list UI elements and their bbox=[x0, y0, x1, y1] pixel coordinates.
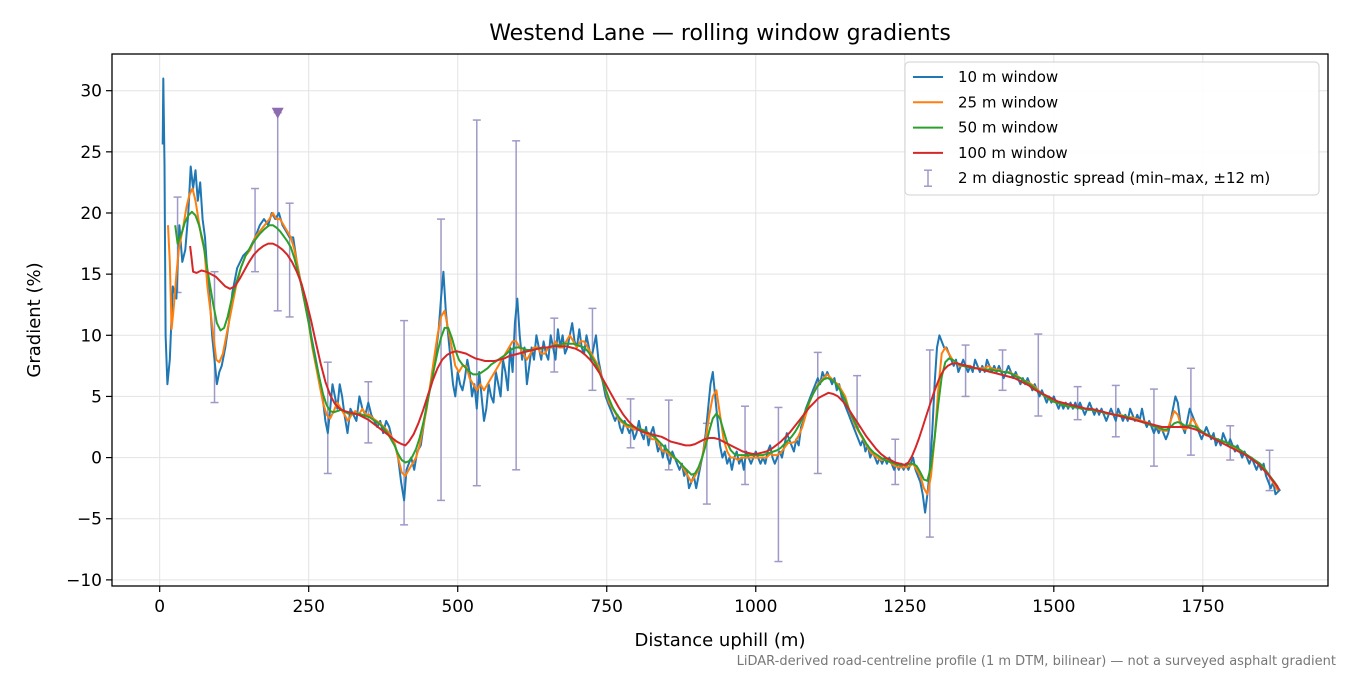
x-tick-label: 1250 bbox=[883, 597, 926, 617]
series-line bbox=[161, 77, 1282, 514]
y-axis-label: Gradient (%) bbox=[24, 262, 45, 377]
y-tick-label: −5 bbox=[77, 510, 102, 530]
y-tick-label: 20 bbox=[80, 204, 102, 224]
legend-entry: 2 m diagnostic spread (min–max, ±12 m) bbox=[924, 169, 1270, 187]
x-tick-label: 1500 bbox=[1032, 597, 1075, 617]
y-tick-label: 5 bbox=[91, 387, 102, 407]
series-line bbox=[174, 210, 1279, 488]
x-tick-label: 1750 bbox=[1181, 597, 1224, 617]
legend-label: 2 m diagnostic spread (min–max, ±12 m) bbox=[958, 169, 1270, 187]
y-tick-label: 15 bbox=[80, 265, 102, 285]
spread-bar bbox=[813, 351, 822, 475]
spread-bar bbox=[1111, 384, 1120, 438]
x-tick-label: 1000 bbox=[734, 597, 777, 617]
series-lines bbox=[161, 77, 1282, 514]
legend-entry: 100 m window bbox=[913, 144, 1068, 162]
series-line bbox=[189, 242, 1280, 490]
legend-box bbox=[904, 61, 1320, 196]
spread-bar bbox=[323, 361, 332, 475]
legend-label: 100 m window bbox=[958, 144, 1068, 162]
legend-entry: 25 m window bbox=[913, 93, 1058, 111]
x-axis-ticks: 0 250 500 750 1000 1250 1500 1750 bbox=[154, 586, 1224, 617]
y-tick-label: 30 bbox=[80, 82, 102, 102]
spread-bar bbox=[925, 349, 934, 538]
spread-bar bbox=[1073, 385, 1082, 421]
x-tick-label: 750 bbox=[591, 597, 623, 617]
legend-label: 25 m window bbox=[958, 93, 1058, 111]
spread-bar bbox=[1226, 425, 1235, 461]
legend-label: 10 m window bbox=[958, 68, 1058, 86]
x-tick-label: 0 bbox=[154, 597, 165, 617]
y-tick-label: 25 bbox=[80, 143, 102, 163]
spread-bar bbox=[472, 119, 481, 487]
y-tick-label: 10 bbox=[80, 326, 102, 346]
y-tick-label: 0 bbox=[91, 449, 102, 469]
peak-marker bbox=[271, 107, 284, 119]
plot-frame bbox=[111, 53, 1329, 587]
legend: 10 m window 25 m window 50 m window 100 m w… bbox=[904, 61, 1320, 196]
spread-bar bbox=[364, 381, 373, 444]
spread-bar bbox=[1034, 333, 1043, 417]
footnote: LiDAR-derived road-centreline profile (1… bbox=[737, 654, 1336, 669]
y-axis-ticks: −10 −5 0 5 10 15 20 25 30 bbox=[66, 82, 112, 591]
chart-title: Westend Lane — rolling window gradients bbox=[489, 21, 951, 46]
spread-bar bbox=[961, 344, 970, 398]
spread-bar bbox=[741, 405, 750, 486]
spread-bar bbox=[251, 187, 260, 273]
x-tick-label: 500 bbox=[441, 597, 473, 617]
spread-bar bbox=[1149, 388, 1158, 467]
y-tick-label: −10 bbox=[66, 571, 102, 591]
spread-bar bbox=[774, 406, 783, 563]
legend-entry: 10 m window bbox=[913, 68, 1058, 86]
peak-marker-group bbox=[271, 107, 284, 119]
spread-bar bbox=[998, 349, 1007, 392]
legend-label: 50 m window bbox=[958, 119, 1058, 137]
x-axis-label: Distance uphill (m) bbox=[635, 630, 806, 651]
x-tick-label: 250 bbox=[292, 597, 324, 617]
legend-entry: 50 m window bbox=[913, 119, 1058, 137]
